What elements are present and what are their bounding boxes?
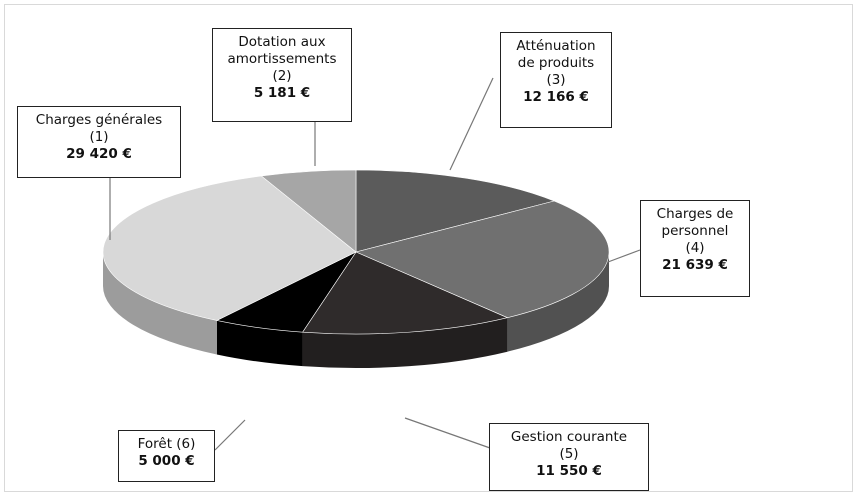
pie-slice-5 [102,175,357,321]
label-charges-generales: Charges générales (1) 29 420 € [17,106,181,178]
leader-line-personnel [607,249,641,263]
pie-rim-2 [507,252,609,352]
label-personnel: Charges de personnel (4) 21 639 € [640,200,750,297]
leader-line-gestion [404,417,491,449]
label-dotation-name-2: amortissements [227,51,337,67]
pie-rim-5 [103,252,217,355]
label-personnel-name-2: personnel [661,223,729,239]
label-attenuation-value: 12 166 € [523,89,589,105]
label-attenuation-name-2: de produits [517,55,595,71]
label-generales-number: (1) [89,129,109,145]
pie-slice-1 [355,169,556,253]
label-gestion-name: Gestion courante [510,429,628,445]
label-dotation-number: (2) [272,68,292,84]
leader-line-attenuation [449,77,494,171]
label-dotation-value: 5 181 € [253,85,311,101]
pie-slice-2 [355,200,610,319]
label-dotation-name-1: Dotation aux [238,34,326,50]
label-foret-value: 5 000 € [138,453,195,469]
label-attenuation-name-1: Atténuation [516,38,596,54]
label-foret-name: Forêt (6) [137,436,196,452]
label-gestion-courante: Gestion courante (5) 11 550 € [489,423,649,491]
pie-rim-3 [302,317,508,368]
label-gestion-number: (5) [559,446,579,462]
label-gestion-value: 11 550 € [536,463,602,479]
label-attenuation-number: (3) [546,72,566,88]
label-personnel-number: (4) [685,240,705,256]
pie-slice-6 [260,169,357,253]
label-personnel-value: 21 639 € [662,257,728,273]
label-attenuation: Atténuation de produits (3) 12 166 € [500,32,612,128]
label-generales-name: Charges générales [35,112,163,128]
leader-line-foret [214,419,246,451]
label-personnel-name-1: Charges de [656,206,734,222]
pie-slice-3 [302,251,509,335]
label-generales-value: 29 420 € [66,146,132,162]
label-foret: Forêt (6) 5 000 € [118,430,215,482]
pie-rim-4 [216,320,303,367]
label-dotation: Dotation aux amortissements (2) 5 181 € [212,28,352,122]
